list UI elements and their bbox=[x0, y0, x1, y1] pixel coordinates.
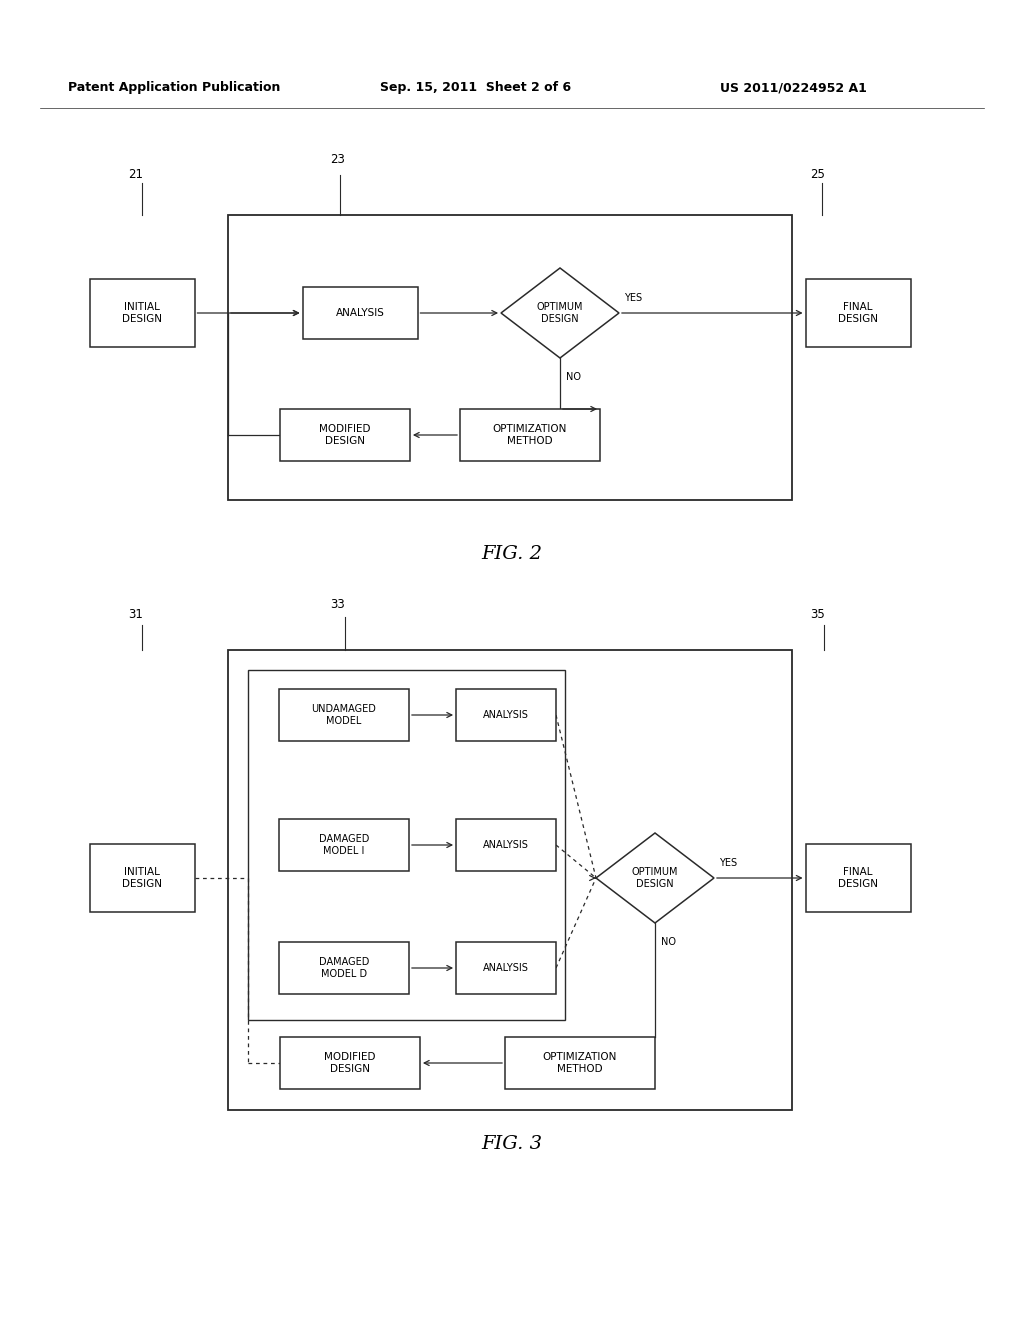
Bar bbox=[806, 843, 910, 912]
Text: ANALYSIS: ANALYSIS bbox=[483, 964, 529, 973]
Bar bbox=[302, 286, 418, 339]
Bar bbox=[460, 409, 600, 461]
Text: MODIFIED
DESIGN: MODIFIED DESIGN bbox=[325, 1052, 376, 1074]
Text: DAMAGED
MODEL I: DAMAGED MODEL I bbox=[318, 834, 370, 857]
Bar bbox=[89, 843, 195, 912]
Text: OPTIMIZATION
METHOD: OPTIMIZATION METHOD bbox=[543, 1052, 617, 1074]
Text: 33: 33 bbox=[330, 598, 345, 611]
Text: OPTIMUM
DESIGN: OPTIMUM DESIGN bbox=[632, 867, 678, 890]
Bar bbox=[456, 942, 556, 994]
Text: FIG. 3: FIG. 3 bbox=[481, 1135, 543, 1152]
Bar bbox=[456, 818, 556, 871]
Text: ANALYSIS: ANALYSIS bbox=[483, 840, 529, 850]
Bar bbox=[505, 1038, 655, 1089]
Text: ANALYSIS: ANALYSIS bbox=[483, 710, 529, 719]
Text: FINAL
DESIGN: FINAL DESIGN bbox=[838, 302, 878, 325]
Text: INITIAL
DESIGN: INITIAL DESIGN bbox=[122, 302, 162, 325]
Text: Sep. 15, 2011  Sheet 2 of 6: Sep. 15, 2011 Sheet 2 of 6 bbox=[380, 82, 571, 95]
Text: OPTIMUM
DESIGN: OPTIMUM DESIGN bbox=[537, 302, 584, 325]
Bar bbox=[456, 689, 556, 741]
Text: 25: 25 bbox=[810, 168, 825, 181]
Bar bbox=[279, 942, 409, 994]
Text: ANALYSIS: ANALYSIS bbox=[336, 308, 384, 318]
Bar bbox=[228, 649, 792, 1110]
Text: FIG. 2: FIG. 2 bbox=[481, 545, 543, 564]
Bar bbox=[806, 279, 910, 347]
Bar bbox=[279, 818, 409, 871]
Bar bbox=[89, 279, 195, 347]
Text: 23: 23 bbox=[330, 153, 345, 166]
Polygon shape bbox=[596, 833, 714, 923]
Bar bbox=[280, 1038, 420, 1089]
Text: 21: 21 bbox=[128, 168, 143, 181]
Text: DAMAGED
MODEL D: DAMAGED MODEL D bbox=[318, 957, 370, 979]
Text: US 2011/0224952 A1: US 2011/0224952 A1 bbox=[720, 82, 867, 95]
Text: Patent Application Publication: Patent Application Publication bbox=[68, 82, 281, 95]
Text: NO: NO bbox=[566, 372, 581, 381]
Polygon shape bbox=[501, 268, 618, 358]
Text: UNDAMAGED
MODEL: UNDAMAGED MODEL bbox=[311, 704, 377, 726]
Bar bbox=[248, 671, 565, 1020]
Bar bbox=[280, 409, 410, 461]
Text: YES: YES bbox=[719, 858, 737, 869]
Text: 31: 31 bbox=[128, 609, 143, 620]
Text: OPTIMIZATION
METHOD: OPTIMIZATION METHOD bbox=[493, 424, 567, 446]
Text: INITIAL
DESIGN: INITIAL DESIGN bbox=[122, 867, 162, 890]
Text: FINAL
DESIGN: FINAL DESIGN bbox=[838, 867, 878, 890]
Text: MODIFIED
DESIGN: MODIFIED DESIGN bbox=[319, 424, 371, 446]
Bar bbox=[228, 215, 792, 500]
Text: YES: YES bbox=[624, 293, 642, 304]
Text: NO: NO bbox=[662, 937, 676, 946]
Text: 35: 35 bbox=[810, 609, 824, 620]
Bar bbox=[279, 689, 409, 741]
